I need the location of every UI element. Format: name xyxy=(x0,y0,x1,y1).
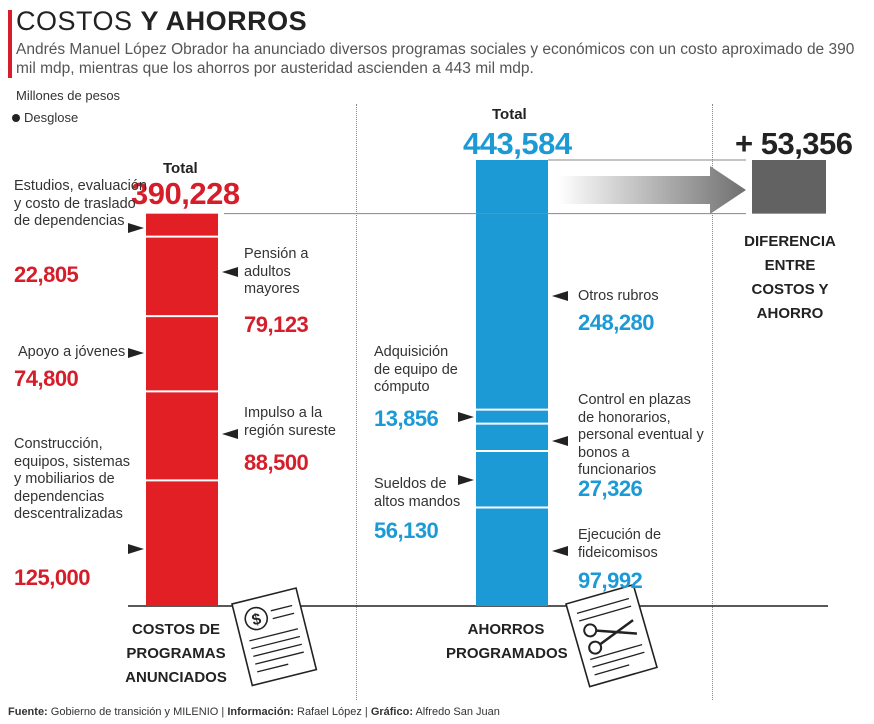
graphic-text: Alfredo San Juan xyxy=(415,706,500,718)
separator-right xyxy=(712,104,713,700)
title-accent-bar xyxy=(8,10,12,78)
pointer-arrow-icon xyxy=(552,291,568,301)
legend-label: Desglose xyxy=(24,110,79,125)
units-label: Millones de pesos xyxy=(16,88,121,103)
source-label: Fuente: xyxy=(8,706,48,718)
title-part1: COSTOS xyxy=(16,6,133,36)
separator-left xyxy=(356,104,357,700)
info-label: Información: xyxy=(227,706,294,718)
legend-dot-icon xyxy=(12,114,20,122)
savings-total-value: 443,584 xyxy=(463,126,572,161)
pointer-arrow-icon xyxy=(128,544,144,554)
pointer-arrow-icon xyxy=(128,348,144,358)
page-subtitle: Andrés Manuel López Obrador ha anunciado… xyxy=(16,41,855,77)
page-title: COSTOS Y AHORROS xyxy=(16,6,307,37)
pointer-arrow-icon xyxy=(222,429,238,439)
footer-divider: | xyxy=(221,706,228,718)
saving-item-value: 97,992 xyxy=(578,568,643,593)
cost-item-label: Impulso a la región sureste xyxy=(244,405,336,439)
cost-item-label: Apoyo a jóvenes xyxy=(18,344,126,360)
savings-column-label: AHORROS PROGRAMADOS xyxy=(446,621,568,662)
pointer-arrow-icon xyxy=(128,223,144,233)
pointer-arrow-icon xyxy=(552,546,568,556)
saving-item-label: Sueldos de altos mandos xyxy=(374,476,461,510)
saving-item-value: 248,280 xyxy=(578,310,655,335)
cost-item-label: Construcción, equipos, sistemas y mobili… xyxy=(14,436,131,522)
cost-item-value: 74,800 xyxy=(14,366,79,391)
costs-total-label: Total xyxy=(163,160,198,177)
difference-arrow-icon xyxy=(558,166,746,214)
saving-item-label: Control en plazas de honorarios, persona… xyxy=(578,392,704,478)
pointer-arrow-icon xyxy=(222,267,238,277)
saving-item-value: 13,856 xyxy=(374,406,439,431)
difference-bar xyxy=(752,160,826,214)
svg-text:$: $ xyxy=(250,611,263,630)
pointer-arrow-icon xyxy=(458,412,474,422)
savings-total-label: Total xyxy=(492,106,527,123)
pointer-arrow-icon xyxy=(552,436,568,446)
title-part2: Y AHORROS xyxy=(140,6,308,36)
footer-credits: Fuente: Gobierno de transición y MILENIO… xyxy=(8,706,500,718)
savings-bar xyxy=(476,160,548,606)
costs-column-label: COSTOS DE PROGRAMAS ANUNCIADOS xyxy=(125,621,227,686)
costs-total-value: 390,228 xyxy=(131,176,240,211)
difference-value: + 53,356 xyxy=(735,126,853,161)
cost-item-value: 125,000 xyxy=(14,565,91,590)
pointer-arrow-icon xyxy=(458,475,474,485)
saving-item-value: 27,326 xyxy=(578,476,643,501)
costs-bar xyxy=(146,213,218,606)
cost-item-label: Pensión a adultos mayores xyxy=(244,246,309,297)
cost-item-value: 79,123 xyxy=(244,312,309,337)
cost-item-label: Estudios, evaluación y costo de traslado… xyxy=(14,178,147,229)
scissors-document-icon xyxy=(565,583,658,688)
cost-item-value: 88,500 xyxy=(244,450,309,475)
dollar-document-icon: $ xyxy=(231,587,318,687)
source-text: Gobierno de transición y MILENIO xyxy=(50,706,219,718)
saving-item-label: Ejecución de fideicomisos xyxy=(578,527,662,561)
saving-item-label: Otros rubros xyxy=(578,288,659,304)
info-text: Rafael López xyxy=(297,706,362,718)
difference-label: DIFERENCIA ENTRE COSTOS Y AHORRO xyxy=(744,233,836,322)
footer-divider: | xyxy=(364,706,371,718)
saving-item-label: Adquisición de equipo de cómputo xyxy=(374,344,458,395)
graphic-label: Gráfico: xyxy=(370,706,413,718)
legend: Desglose xyxy=(12,110,78,125)
saving-item-value: 56,130 xyxy=(374,518,439,543)
cost-item-value: 22,805 xyxy=(14,262,79,287)
